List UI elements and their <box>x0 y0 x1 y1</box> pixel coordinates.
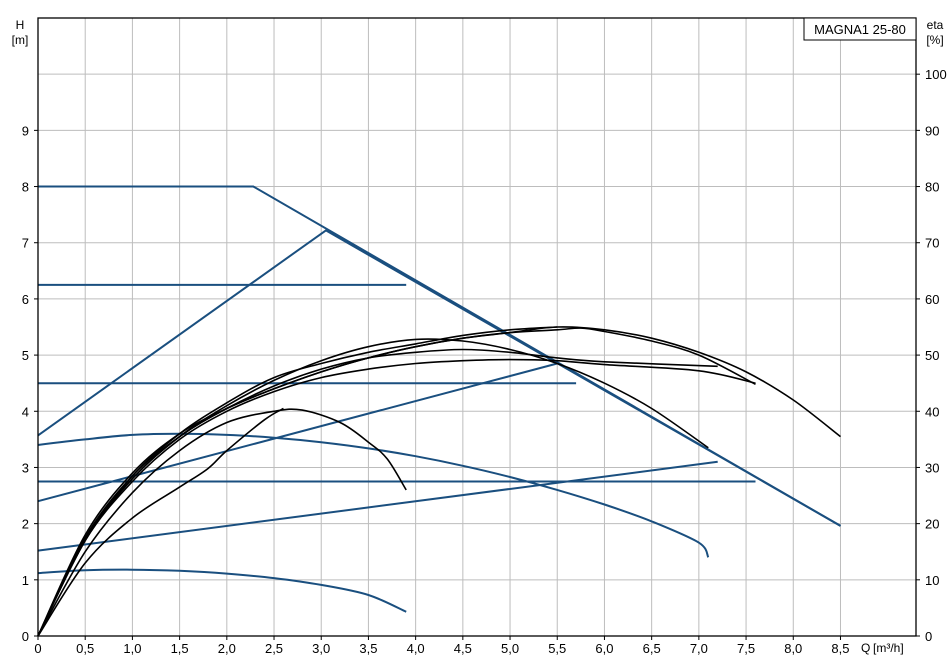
right-axis-unit: [%] <box>926 33 943 47</box>
x-tick-label: 7,0 <box>690 641 708 656</box>
right-tick-label: 80 <box>925 180 939 195</box>
right-axis-ticks: 0 10 20 30 40 50 60 70 80 90 100 <box>916 67 947 644</box>
left-tick-label: 1 <box>22 573 29 588</box>
right-tick-label: 90 <box>925 123 939 138</box>
x-tick-label: 1,0 <box>123 641 141 656</box>
x-tick-label: 5,0 <box>501 641 519 656</box>
x-tick-label: 3,5 <box>359 641 377 656</box>
x-tick-label: 2,0 <box>218 641 236 656</box>
left-tick-label: 8 <box>22 180 29 195</box>
pump-curve <box>37 568 407 613</box>
pump-curve <box>37 229 841 527</box>
left-tick-label: 6 <box>22 292 29 307</box>
efficiency-curves <box>37 326 841 637</box>
right-tick-label: 100 <box>925 67 947 82</box>
left-tick-label: 2 <box>22 517 29 532</box>
grid <box>38 18 916 636</box>
efficiency-curve <box>37 326 558 637</box>
plot-frame <box>37 17 917 637</box>
right-tick-label: 0 <box>925 629 932 644</box>
chart-title: MAGNA1 25-80 <box>814 22 906 37</box>
chart-title-box <box>803 17 917 41</box>
left-tick-label: 0 <box>22 629 29 644</box>
pump-curves <box>37 185 842 613</box>
left-axis-unit: [m] <box>12 33 29 47</box>
x-tick-label: 6,5 <box>643 641 661 656</box>
efficiency-curve <box>37 408 407 637</box>
efficiency-curve <box>37 358 756 637</box>
right-tick-label: 10 <box>925 573 939 588</box>
x-axis-label: Q <box>861 641 870 655</box>
pump-curve <box>37 432 710 558</box>
x-tick-label: 6,0 <box>595 641 613 656</box>
right-axis-label: eta <box>927 18 944 32</box>
left-tick-label: 4 <box>22 404 29 419</box>
x-tick-label: 8,5 <box>831 641 849 656</box>
x-tick-label: 4,0 <box>407 641 425 656</box>
right-tick-label: 70 <box>925 236 939 251</box>
left-axis-label: H <box>16 18 25 32</box>
x-tick-label: 0 <box>34 641 41 656</box>
x-tick-label: 2,5 <box>265 641 283 656</box>
right-tick-label: 60 <box>925 292 939 307</box>
x-tick-label: 5,5 <box>548 641 566 656</box>
x-tick-label: 7,5 <box>737 641 755 656</box>
left-tick-label: 5 <box>22 348 29 363</box>
right-tick-label: 30 <box>925 460 939 475</box>
pump-curve <box>37 362 558 503</box>
x-tick-label: 0,5 <box>76 641 94 656</box>
right-tick-label: 40 <box>925 404 939 419</box>
right-tick-label: 20 <box>925 517 939 532</box>
left-tick-label: 7 <box>22 236 29 251</box>
efficiency-curve <box>37 338 709 637</box>
left-axis-ticks: 0 1 2 3 4 5 6 7 8 9 <box>22 123 38 644</box>
right-tick-label: 50 <box>925 348 939 363</box>
x-tick-label: 8,0 <box>784 641 802 656</box>
x-axis-ticks: 0 0,5 1,0 1,5 2,0 2,5 3,0 3,5 4,0 4,5 5,0 5,5 6,0 6,5… <box>34 636 850 656</box>
left-tick-label: 9 <box>22 123 29 138</box>
x-tick-label: 4,5 <box>454 641 472 656</box>
x-tick-label: 3,0 <box>312 641 330 656</box>
x-axis-unit: [m³/h] <box>873 641 904 655</box>
pump-curve <box>37 460 718 552</box>
x-tick-label: 1,5 <box>171 641 189 656</box>
efficiency-curve <box>37 407 284 637</box>
left-tick-label: 3 <box>22 460 29 475</box>
